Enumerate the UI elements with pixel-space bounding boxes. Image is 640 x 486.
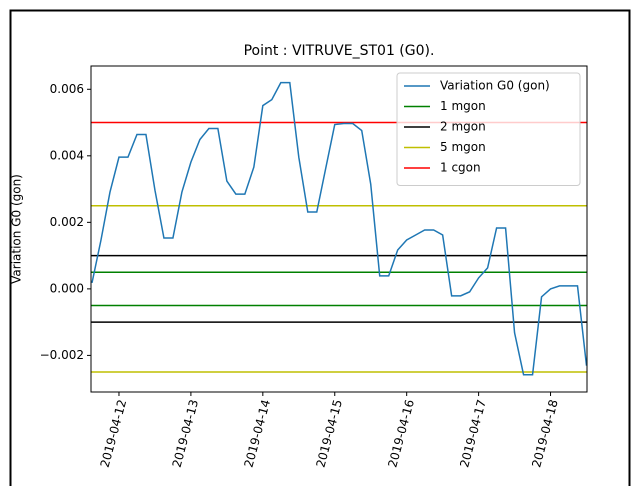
window-frame bbox=[9, 9, 631, 486]
chart-title: Point : VITRUVE_ST01 (G0). bbox=[244, 43, 435, 59]
y-tick-label: −0.002 bbox=[40, 348, 84, 362]
y-axis-label: Variation G0 (gon) bbox=[10, 174, 24, 284]
legend-label: 1 mgon bbox=[440, 99, 486, 113]
plot-frame bbox=[90, 65, 588, 393]
legend-label: 2 mgon bbox=[440, 120, 486, 134]
y-tick-label: 0.000 bbox=[50, 281, 84, 295]
legend-label: 1 cgon bbox=[440, 161, 481, 175]
series-line bbox=[91, 81, 587, 376]
y-tick-label: 0.002 bbox=[50, 215, 84, 229]
y-tick-label: 0.004 bbox=[50, 148, 84, 162]
y-tick-label: 0.006 bbox=[50, 82, 84, 96]
legend-label: 5 mgon bbox=[440, 140, 486, 154]
legend-label: Variation G0 (gon) bbox=[440, 79, 550, 93]
legend-box bbox=[396, 72, 581, 186]
